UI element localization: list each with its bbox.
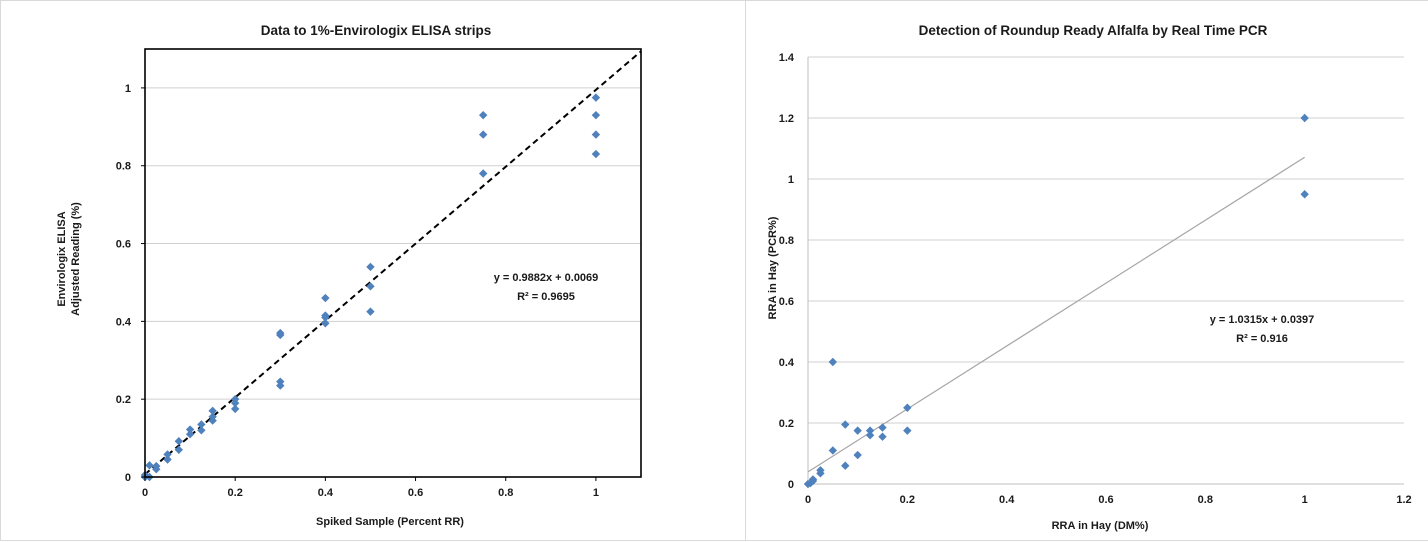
data-point (276, 328, 285, 338)
x-axis-label: Spiked Sample (Percent RR) (316, 516, 464, 528)
x-tick-label: 0.6 (408, 487, 423, 499)
x-tick-label: 1 (1302, 494, 1308, 506)
data-point (478, 110, 488, 120)
x-axis-label: RRA in Hay (DM%) (1052, 520, 1149, 532)
x-tick-label: 0 (142, 487, 148, 499)
chart-title: Data to 1%-Envirologix ELISA strips (261, 23, 492, 38)
data-point (321, 293, 330, 303)
y-tick-label: 1 (125, 83, 131, 95)
data-point (878, 423, 887, 432)
y-axis-label-line-2: Adjusted Reading (%) (70, 202, 82, 316)
elisa-scatter-chart: Data to 1%-Envirologix ELISA strips 0 0.2… (56, 23, 642, 528)
r-squared-label: R² = 0.9695 (517, 291, 575, 303)
data-point (853, 426, 862, 435)
data-point (865, 426, 875, 435)
y-tick-label: 0.2 (116, 394, 131, 406)
data-point (808, 475, 818, 484)
y-tick-label: 0 (125, 472, 131, 484)
trendline-equation: y = 0.9882x + 0.0069 (494, 272, 599, 284)
data-point (185, 430, 195, 439)
data-point (828, 357, 838, 367)
x-tick-label: 0.8 (1198, 494, 1213, 506)
data-point (591, 130, 601, 139)
data-point (321, 311, 330, 320)
data-point (366, 307, 375, 316)
data-point (591, 149, 601, 159)
data-point (478, 130, 488, 139)
y-tick-label: 0.6 (116, 239, 131, 251)
data-point (366, 282, 375, 291)
y-tick-label: 0.8 (116, 161, 131, 173)
chart-panel-pcr: Detection of Roundup Ready Alfalfa by Re… (746, 0, 1428, 541)
data-point (478, 169, 488, 178)
data-point (185, 425, 195, 434)
x-tick-label: 0.4 (318, 487, 334, 499)
y-tick-label: 0.4 (116, 316, 132, 328)
data-point (152, 461, 161, 471)
y-tick-label: 0 (788, 479, 794, 491)
data-point (174, 437, 184, 446)
r-squared-label: R² = 0.916 (1236, 333, 1288, 345)
data-point (163, 450, 172, 459)
x-tick-label: 0.8 (498, 487, 513, 499)
y-tick-label: 1 (788, 174, 794, 186)
data-point (174, 445, 184, 454)
data-point (230, 394, 240, 404)
data-point (591, 93, 601, 102)
y-tick-label: 1.2 (779, 113, 794, 125)
data-point (208, 412, 217, 421)
y-tick-label: 0.6 (779, 296, 794, 308)
plot-area-frame (144, 48, 642, 478)
x-tick-label: 0.6 (1098, 494, 1113, 506)
y-tick-label: 0.4 (779, 357, 795, 369)
data-point (366, 262, 375, 272)
y-tick-label: 0.2 (779, 418, 794, 430)
trendline (807, 156, 1305, 473)
x-tick-label: 1.2 (1396, 494, 1411, 506)
data-point (1300, 190, 1309, 199)
x-tick-label: 0.4 (999, 494, 1015, 506)
data-point (841, 420, 850, 429)
chart-panel-elisa: Data to 1%-Envirologix ELISA strips 0 0.2… (0, 0, 746, 541)
data-point (841, 461, 850, 470)
y-axis-label: RRA in Hay (PCR%) (767, 216, 779, 319)
x-tick-label: 0.2 (900, 494, 915, 506)
x-tick-label: 0.2 (228, 487, 243, 499)
y-tick-label: 1.4 (779, 52, 795, 64)
data-point (230, 404, 240, 414)
data-point (276, 377, 285, 386)
data-point (878, 432, 887, 441)
data-point (208, 406, 217, 416)
y-axis-label-line-1: Envirologix ELISA (56, 211, 68, 306)
chart-title: Detection of Roundup Ready Alfalfa by Re… (919, 23, 1268, 38)
data-point (903, 426, 912, 435)
data-point (853, 450, 862, 460)
trendline-equation: y = 1.0315x + 0.0397 (1210, 314, 1315, 326)
data-point (163, 455, 172, 464)
data-point (828, 446, 838, 455)
pcr-scatter-chart: Detection of Roundup Ready Alfalfa by Re… (767, 23, 1412, 532)
data-point (145, 461, 154, 470)
x-tick-label: 1 (593, 487, 599, 499)
data-point (321, 319, 330, 328)
x-tick-label: 0 (805, 494, 811, 506)
trendline (144, 50, 642, 476)
data-point (197, 426, 206, 435)
y-tick-label: 0.8 (779, 235, 794, 247)
data-point (1300, 113, 1309, 123)
data-point (197, 420, 206, 429)
data-point (591, 110, 601, 120)
